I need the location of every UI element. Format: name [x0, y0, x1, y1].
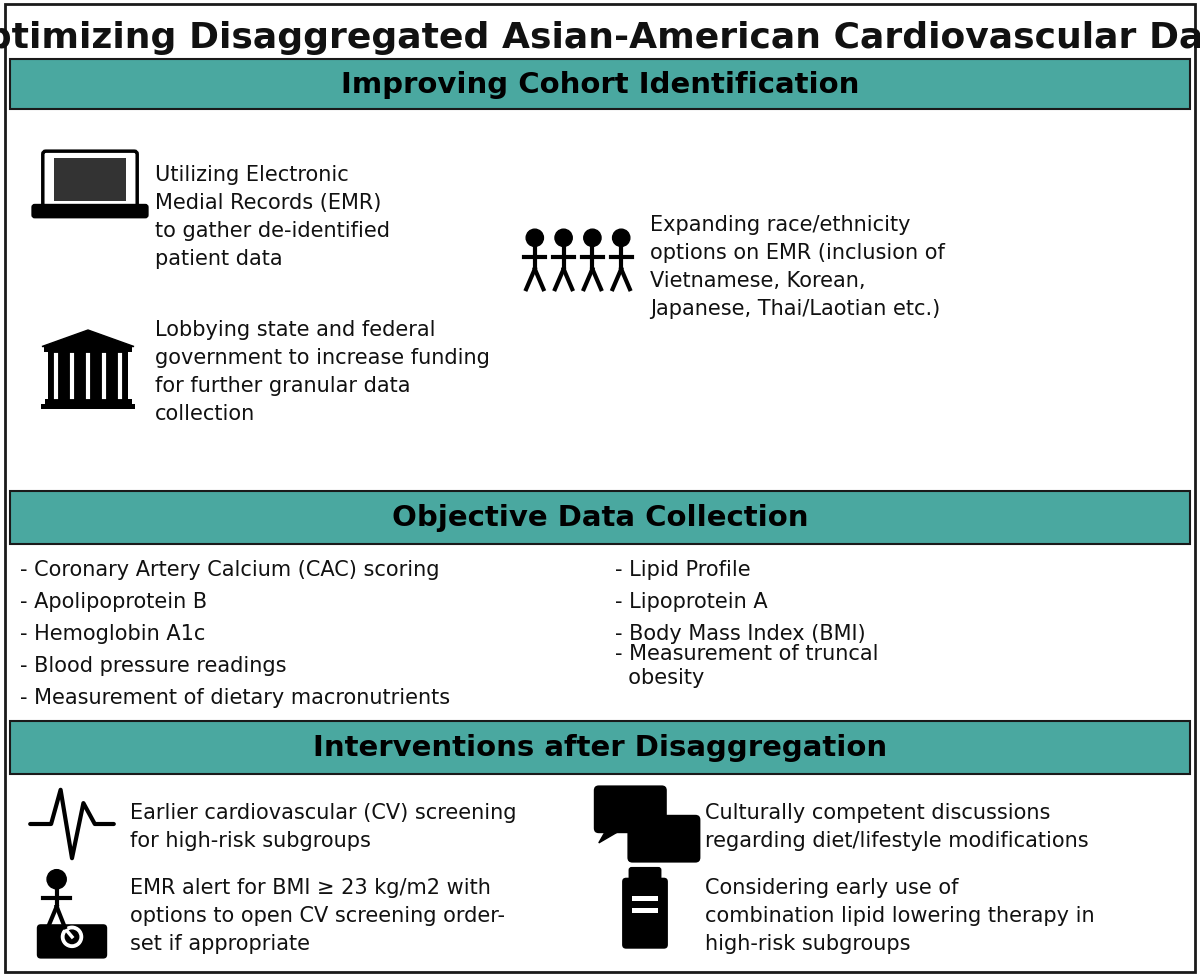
Text: Earlier cardiovascular (CV) screening
for high-risk subgroups: Earlier cardiovascular (CV) screening fo… — [130, 802, 516, 850]
Circle shape — [554, 230, 572, 247]
Text: Improving Cohort Identification: Improving Cohort Identification — [341, 71, 859, 99]
Text: Lobbying state and federal
government to increase funding
for further granular d: Lobbying state and federal government to… — [155, 319, 490, 424]
Polygon shape — [42, 330, 134, 347]
Text: - Body Mass Index (BMI): - Body Mass Index (BMI) — [616, 623, 865, 643]
Bar — [48, 350, 128, 400]
Text: EMR alert for BMI ≥ 23 kg/m2 with
options to open CV screening order-
set if app: EMR alert for BMI ≥ 23 kg/m2 with option… — [130, 877, 505, 953]
Text: Interventions after Disaggregation: Interventions after Disaggregation — [313, 734, 887, 762]
Text: Utilizing Electronic
Medial Records (EMR)
to gather de-identified
patient data: Utilizing Electronic Medial Records (EMR… — [155, 165, 390, 269]
FancyBboxPatch shape — [629, 867, 661, 885]
FancyBboxPatch shape — [43, 152, 137, 215]
Bar — [44, 347, 132, 352]
Text: - Blood pressure readings: - Blood pressure readings — [20, 656, 287, 675]
Circle shape — [583, 230, 601, 247]
FancyBboxPatch shape — [594, 786, 667, 833]
Bar — [54, 159, 126, 202]
Circle shape — [526, 230, 544, 247]
Text: Culturally competent discussions
regarding diet/lifestyle modifications: Culturally competent discussions regardi… — [706, 802, 1088, 850]
Circle shape — [65, 930, 79, 944]
Bar — [10, 60, 1190, 109]
FancyBboxPatch shape — [628, 815, 701, 863]
Text: - Measurement of truncal
  obesity: - Measurement of truncal obesity — [616, 644, 878, 687]
Text: Optimizing Disaggregated Asian-American Cardiovascular Data: Optimizing Disaggregated Asian-American … — [0, 21, 1200, 55]
FancyBboxPatch shape — [32, 206, 148, 218]
Bar — [631, 909, 659, 913]
Text: - Lipoprotein A: - Lipoprotein A — [616, 591, 768, 612]
Text: - Measurement of dietary macronutrients: - Measurement of dietary macronutrients — [20, 687, 450, 707]
Bar — [631, 896, 659, 901]
Text: Considering early use of
combination lipid lowering therapy in
high-risk subgrou: Considering early use of combination lip… — [706, 877, 1094, 953]
Bar — [41, 404, 134, 409]
Bar — [44, 400, 132, 404]
Text: - Coronary Artery Calcium (CAC) scoring: - Coronary Artery Calcium (CAC) scoring — [20, 560, 439, 579]
Circle shape — [612, 230, 630, 247]
Circle shape — [47, 870, 66, 889]
Bar — [10, 721, 1190, 774]
Circle shape — [61, 926, 83, 948]
Bar — [10, 491, 1190, 544]
FancyBboxPatch shape — [622, 877, 668, 949]
Text: Objective Data Collection: Objective Data Collection — [391, 504, 809, 531]
Text: - Lipid Profile: - Lipid Profile — [616, 560, 751, 579]
Polygon shape — [599, 828, 624, 843]
Text: Expanding race/ethnicity
options on EMR (inclusion of
Vietnamese, Korean,
Japane: Expanding race/ethnicity options on EMR … — [650, 215, 944, 319]
Text: - Apolipoprotein B: - Apolipoprotein B — [20, 591, 208, 612]
Text: - Hemoglobin A1c: - Hemoglobin A1c — [20, 623, 205, 643]
FancyBboxPatch shape — [37, 924, 107, 958]
